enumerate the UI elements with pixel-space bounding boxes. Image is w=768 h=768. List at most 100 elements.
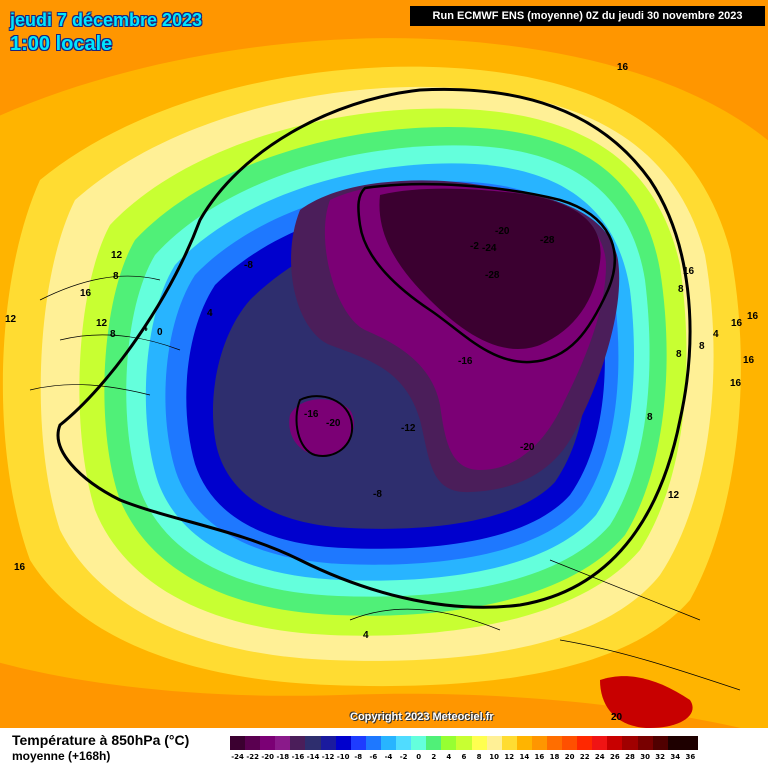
colorbar-step: -24 <box>230 736 246 764</box>
colorbar-swatch <box>486 736 502 750</box>
map-label: 8 <box>113 271 119 282</box>
map-label: 8 <box>110 329 116 340</box>
colorbar-tick-label: 32 <box>655 753 666 761</box>
map-label: 8 <box>676 349 682 360</box>
colorbar-tick-label: 36 <box>685 753 696 761</box>
isotherm-neg20-blob <box>295 395 354 457</box>
colorbar-step: -2 <box>396 736 412 764</box>
colorbar-tick-label: -20 <box>261 753 275 761</box>
colorbar-swatch <box>365 736 381 750</box>
map-label: 4 <box>142 323 148 334</box>
map-label: -2 <box>470 241 479 252</box>
map-label: 16 <box>731 318 743 329</box>
colorbar-step: 10 <box>486 736 502 764</box>
map-area: -20 -24 -28 -2 -28 -16 -16 -20 -12 -20 -… <box>0 0 768 728</box>
colorbar-step: -8 <box>350 736 366 764</box>
colorbar-swatch <box>350 736 366 750</box>
map-label: 16 <box>747 311 759 322</box>
colorbar-step: 12 <box>501 736 517 764</box>
colorbar-tick-label: 8 <box>476 753 482 761</box>
colorbar-step: 18 <box>546 736 563 764</box>
colorbar-swatch <box>320 736 336 750</box>
map-label: -20 <box>495 226 510 237</box>
colorbar-swatch <box>546 736 563 750</box>
colorbar-tick-label: -8 <box>354 753 363 761</box>
colorbar-tick-label: 28 <box>625 753 635 761</box>
colorbar-step: 28 <box>622 736 638 764</box>
colorbar-tick-label: -18 <box>276 753 290 761</box>
map-label: 20 <box>611 712 623 723</box>
colorbar-tick-label: 22 <box>579 753 590 761</box>
band-neg26 <box>379 188 601 349</box>
map-label: -8 <box>244 260 253 271</box>
map-label: 4 <box>207 308 213 319</box>
map-label: -16 <box>304 409 319 420</box>
colorbar-step: 26 <box>607 736 623 764</box>
map-label: -24 <box>482 243 497 254</box>
map-label: 16 <box>743 355 755 366</box>
map-label: -20 <box>520 442 535 453</box>
map-label: 16 <box>683 266 695 277</box>
isotherm-0 <box>56 87 692 609</box>
colorbar-swatch <box>682 736 698 750</box>
colorbar-step: 6 <box>456 736 472 764</box>
map-label: 12 <box>96 318 108 329</box>
colorbar-step: 24 <box>592 736 608 764</box>
map-label: 12 <box>5 314 17 325</box>
colorbar-swatch <box>275 736 291 750</box>
map-label: -12 <box>401 423 416 434</box>
colorbar-swatch <box>622 736 638 750</box>
colorbar-step: -4 <box>380 736 397 764</box>
colorbar-swatch <box>380 736 397 750</box>
colorbar-step: 8 <box>471 736 487 764</box>
colorbar-step: 34 <box>667 736 683 764</box>
colorbar-step: -10 <box>335 736 351 764</box>
colorbar-swatch <box>426 736 442 750</box>
colorbar-tick-label: 0 <box>416 753 422 761</box>
colorbar-step: 36 <box>682 736 698 764</box>
map-label: 12 <box>668 490 680 501</box>
map-label: 16 <box>730 378 742 389</box>
colorbar-tick-label: 6 <box>461 753 467 761</box>
colorbar-step: 0 <box>411 736 427 764</box>
colorbar-swatch <box>637 736 653 750</box>
map-label: -28 <box>540 235 555 246</box>
colorbar-tick-label: -12 <box>321 753 335 761</box>
model-run-banner: Run ECMWF ENS (moyenne) 0Z du jeudi 30 n… <box>410 6 765 26</box>
colorbar-step: -14 <box>305 736 321 764</box>
map-label: 0 <box>157 327 163 338</box>
colorbar-swatch <box>652 736 668 750</box>
colorbar-swatch <box>260 736 276 750</box>
map-label: 12 <box>111 250 123 261</box>
temperature-map: -20 -24 -28 -2 -28 -16 -16 -20 -12 -20 -… <box>0 0 768 728</box>
colorbar-tick-label: -24 <box>231 753 244 761</box>
colorbar-tick-label: 26 <box>610 753 620 761</box>
colorbar-step: -12 <box>320 736 336 764</box>
map-label: -28 <box>485 270 500 281</box>
map-label: -16 <box>458 356 473 367</box>
forecast-date: jeudi 7 décembre 2023 <box>10 10 203 30</box>
colorbar-step: -18 <box>275 736 291 764</box>
warm-region <box>600 676 693 728</box>
colorbar-tick-label: 20 <box>564 753 575 761</box>
colorbar-swatch <box>577 736 593 750</box>
colorbar-swatch <box>335 736 351 750</box>
colorbar-swatch <box>562 736 578 750</box>
forecast-time: 1:00 locale <box>10 33 113 55</box>
temperature-colorbar: -24 -22 -20 -18 -16 -14 -12 -10 -8 -6 -4 -2 0 2 4 6 8 10 1… <box>230 736 698 764</box>
colorbar-swatch <box>456 736 472 750</box>
colorbar-tick-label: 34 <box>670 753 681 761</box>
colorbar-step: -6 <box>365 736 381 764</box>
map-label: 4 <box>713 329 719 340</box>
colorbar-tick-label: -4 <box>384 753 393 761</box>
legend-footer: Température à 850hPa (°C) moyenne (+168h… <box>0 728 768 768</box>
copyright-text: Copyright 2023 Meteociel.fr <box>350 711 494 723</box>
map-label: 8 <box>699 341 705 352</box>
colorbar-step: -22 <box>245 736 261 764</box>
colorbar-step: 14 <box>516 736 532 764</box>
colorbar-tick-label: -16 <box>291 753 305 761</box>
colorbar-tick-label: -10 <box>336 753 350 761</box>
colorbar-tick-label: 30 <box>640 753 650 761</box>
colorbar-swatch <box>245 736 261 750</box>
map-label: 16 <box>80 288 92 299</box>
